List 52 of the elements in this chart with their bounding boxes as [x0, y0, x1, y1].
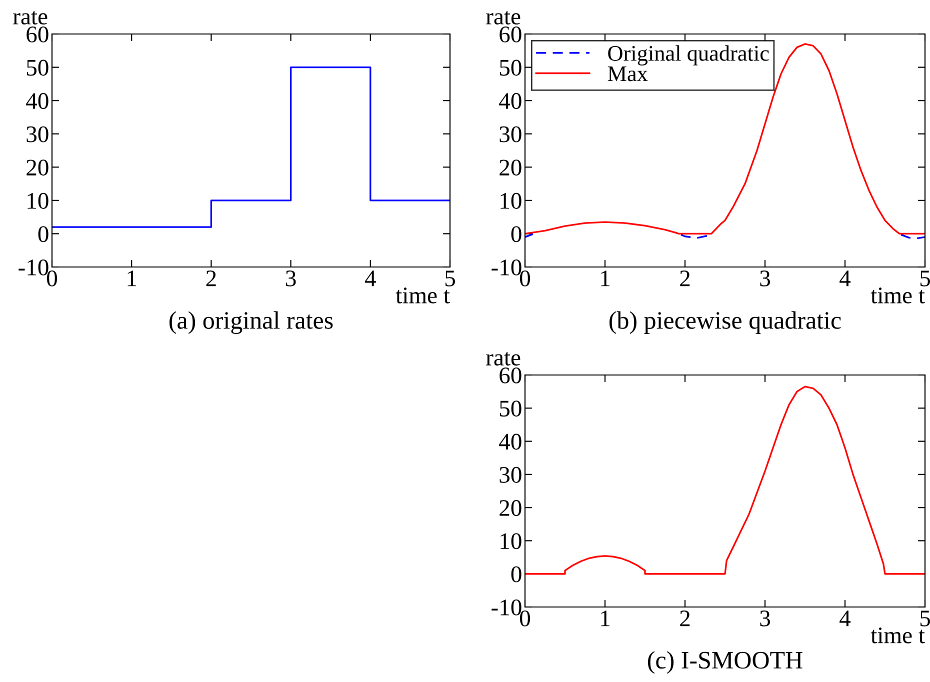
- y-tick-label: 10: [500, 533, 522, 550]
- x-tick-label: 4: [840, 270, 851, 286]
- y-tick-label: 20: [26, 160, 48, 176]
- legend-label: Original quadratic: [608, 45, 769, 66]
- y-tick-label: 40: [26, 93, 48, 109]
- x-tick-label: 1: [601, 270, 610, 286]
- y-tick-label: 50: [500, 60, 522, 76]
- x-tick-label: 5: [920, 270, 930, 286]
- x-tick-label: 4: [364, 270, 376, 286]
- x-tick-label: 5: [445, 270, 455, 286]
- x-tick-label: 4: [840, 610, 851, 626]
- y-axis-title: rate: [486, 352, 520, 366]
- text: (a) original rates: [170, 311, 333, 334]
- y-tick-label: 30: [26, 126, 48, 142]
- y-tick-label: 50: [26, 60, 48, 76]
- x-tick-label: 1: [601, 610, 610, 626]
- text: (c) I-SMOOTH: [648, 651, 802, 674]
- x-tick-label: 1: [128, 270, 136, 286]
- text: (b) piecewise quadratic: [609, 311, 841, 334]
- y-tick-label: 40: [499, 434, 522, 450]
- x-axis-title: time t: [870, 627, 925, 644]
- x-tick-label: 3: [286, 270, 296, 286]
- y-tick-label: 60: [500, 367, 522, 384]
- x-tick-label: 2: [206, 270, 216, 286]
- y-tick-label: 40: [499, 93, 522, 109]
- x-tick-label: 3: [760, 610, 770, 626]
- y-tick-label: 30: [500, 126, 522, 142]
- y-tick-label: 60: [26, 26, 48, 42]
- y-tick-label: -10: [492, 259, 522, 276]
- x-axis-title: time t: [396, 288, 450, 304]
- y-tick-label: 20: [500, 500, 522, 516]
- y-tick-label: 0: [511, 226, 522, 242]
- legend-label: Max: [608, 66, 648, 82]
- x-tick-label: 2: [680, 270, 690, 286]
- y-tick-label: 10: [28, 192, 48, 209]
- y-tick-label: 10: [500, 192, 522, 209]
- y-tick-label: -10: [492, 599, 522, 616]
- y-tick-label: 60: [500, 26, 522, 42]
- y-tick-label: 50: [500, 400, 522, 417]
- line-series: [525, 386, 925, 575]
- x-tick-label: 2: [680, 610, 690, 626]
- x-axis-title: time t: [870, 288, 925, 304]
- x-tick-label: 5: [920, 610, 930, 626]
- line-series: [525, 43, 925, 235]
- y-axis-title: rate: [486, 11, 520, 25]
- y-tick-label: 20: [500, 160, 522, 176]
- y-tick-label: -10: [18, 259, 48, 276]
- y-tick-label: 30: [500, 466, 522, 483]
- y-tick-label: 0: [38, 226, 48, 242]
- x-tick-label: 3: [760, 270, 770, 286]
- y-axis-title: rate: [13, 11, 48, 25]
- y-tick-label: 0: [511, 566, 522, 582]
